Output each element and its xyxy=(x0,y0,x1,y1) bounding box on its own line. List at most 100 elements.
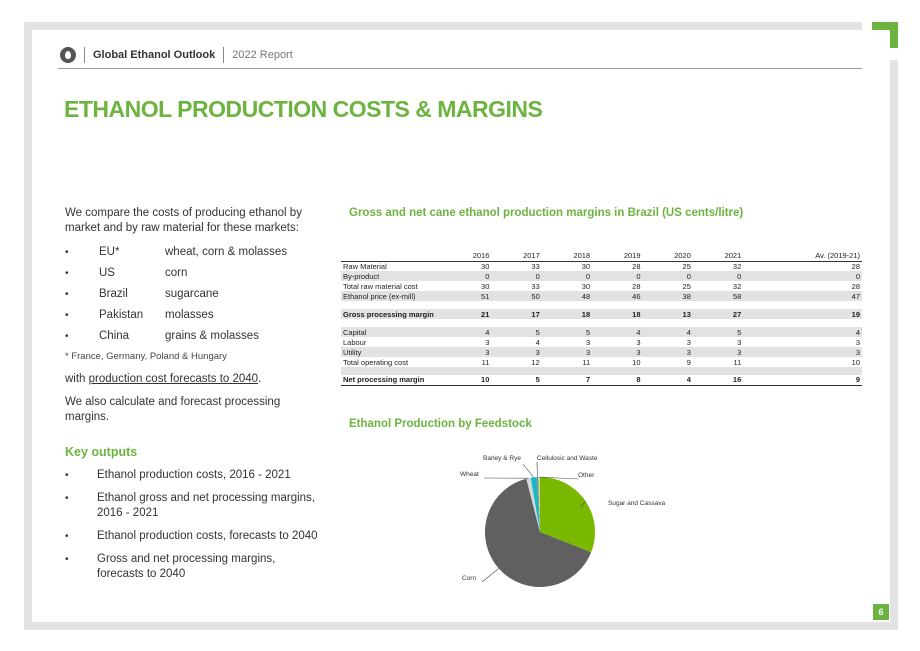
table-cell: 12 xyxy=(531,357,540,367)
table-cell: 3 xyxy=(541,347,593,357)
spacer-cell xyxy=(592,367,643,375)
table-row: Capital 4 5 5 4 4 5 4 xyxy=(341,327,862,337)
spacer-cell xyxy=(441,301,491,309)
table-cell: 51 xyxy=(441,291,492,301)
report-year: 2022 Report xyxy=(232,49,293,61)
row-label: Total raw material cost xyxy=(343,281,418,291)
key-output-text: Gross and net processing margins, foreca… xyxy=(97,553,276,580)
table-cell: 28 xyxy=(851,261,860,271)
table-row: Total raw material cost 30 33 30 28 25 32 28 xyxy=(341,281,862,291)
header-divider xyxy=(84,47,85,63)
key-output-item: • Ethanol gross and net processing margin… xyxy=(65,491,320,521)
market-name: Pakistan xyxy=(99,309,144,321)
table-cell: 48 xyxy=(541,291,593,301)
pie-label: Cellulosic and Waste xyxy=(537,455,598,462)
table-title: Gross and net cane ethanol production ma… xyxy=(349,207,744,219)
table-cell: 4 xyxy=(592,327,643,337)
spacer-cell xyxy=(692,367,744,375)
spacer-cell xyxy=(341,319,441,327)
table-header-row: 2016 2017 2018 2019 2020 2021 Av. (2019-21) xyxy=(341,251,862,262)
table-cell: 11 xyxy=(733,357,742,367)
table-cell: 28 xyxy=(632,281,641,291)
brand-name: Global Ethanol Outlook xyxy=(93,49,216,61)
spacer-cell xyxy=(642,367,693,375)
table-cell: 7 xyxy=(541,375,593,386)
spacer-cell xyxy=(643,301,693,309)
market-name: China xyxy=(99,330,130,342)
table-cell: 16 xyxy=(692,375,744,386)
table-cell: 47 xyxy=(743,291,862,301)
table-cell: 25 xyxy=(682,261,691,271)
table-cell: 3 xyxy=(636,337,641,347)
margins-text: We also calculate and forecast processin… xyxy=(65,396,281,423)
bullet-icon: • xyxy=(65,268,69,279)
table-cell: 30 xyxy=(481,281,490,291)
market-name: US xyxy=(99,267,115,279)
table-cell: 10 xyxy=(441,375,492,386)
row-label: Utility xyxy=(341,347,441,357)
column-header: 2021 xyxy=(692,251,744,262)
pie-label: Other xyxy=(578,472,595,479)
table-cell: 50 xyxy=(491,291,542,301)
table-row: Raw Material 30 33 30 28 25 32 28 xyxy=(341,261,862,271)
pie-label: Barley & Rye xyxy=(483,455,521,462)
table-cell: 0 xyxy=(592,271,643,281)
page-header: Global Ethanol Outlook 2022 Report xyxy=(60,45,293,65)
table-cell: 18 xyxy=(541,309,593,319)
left-column: We compare the costs of producing ethano… xyxy=(65,206,320,582)
key-output-text: Ethanol gross and net processing margins… xyxy=(97,492,315,519)
key-output-item: • Ethanol production costs, forecasts to … xyxy=(65,529,320,544)
forecast-link[interactable]: production cost forecasts to 2040 xyxy=(88,373,259,385)
pie-slice xyxy=(538,477,540,532)
table-cell: 9 xyxy=(743,375,862,386)
forecast-prefix: with xyxy=(65,373,89,385)
pie-label: Corn xyxy=(462,575,476,582)
table-cell: 11 xyxy=(582,357,591,367)
market-list: • EU* wheat, corn & molasses • US corn • Brazil… xyxy=(65,242,320,347)
table-cell: 5 xyxy=(692,327,744,337)
spacer-cell xyxy=(592,319,642,327)
forecast-text: with production cost forecasts to 2040. xyxy=(65,372,320,387)
table-cell: 19 xyxy=(743,309,862,319)
table-cell: 3 xyxy=(441,347,492,357)
key-outputs-title: Key outputs xyxy=(65,445,138,459)
key-output-item: • Gross and net processing margins, forec… xyxy=(65,552,320,582)
spacer-cell xyxy=(693,319,743,327)
table-row: Total operating cost 11 12 11 10 9 11 10 xyxy=(341,357,862,367)
spacer-cell xyxy=(491,319,541,327)
table-cell: 33 xyxy=(531,261,540,271)
market-feedstock: corn xyxy=(165,267,188,279)
table-cell: 0 xyxy=(541,271,593,281)
table-cell: 38 xyxy=(642,291,693,301)
pie-label: Wheat xyxy=(460,471,479,478)
table-cell: 28 xyxy=(632,261,641,271)
table-cell: 3 xyxy=(642,347,693,357)
table-cell: 10 xyxy=(632,357,641,367)
pie-slice xyxy=(526,477,540,532)
footnote: * France, Germany, Poland & Hungary xyxy=(65,351,227,362)
feedstock-pie-chart: Sugar and Cassava Corn Wheat Barley & Rye Ce… xyxy=(460,455,665,587)
leader-line xyxy=(539,476,579,480)
table-cell: 27 xyxy=(692,309,744,319)
table-cell: 25 xyxy=(682,281,691,291)
table-cell: 0 xyxy=(692,271,744,281)
spacer-cell xyxy=(592,301,642,309)
table-cell: 46 xyxy=(592,291,643,301)
drop-logo-icon xyxy=(60,47,76,63)
table-cell: 10 xyxy=(851,357,860,367)
spacer-cell xyxy=(743,319,862,327)
bullet-icon: • xyxy=(65,493,69,504)
spacer-cell xyxy=(542,301,592,309)
spacer-row xyxy=(341,301,862,309)
frame-right xyxy=(890,60,898,630)
table-cell: 3 xyxy=(692,347,744,357)
column-header: 2019 xyxy=(592,251,643,262)
column-header: 2016 xyxy=(441,251,492,262)
pie-slice xyxy=(485,478,592,587)
table-cell: 5 xyxy=(491,327,542,337)
row-label: Total operating cost xyxy=(343,357,409,367)
table-cell: 32 xyxy=(732,261,742,271)
key-outputs-list: • Ethanol production costs, 2016 - 2021 • E… xyxy=(65,468,320,582)
column-header: 2018 xyxy=(541,251,593,262)
table-cell: 0 xyxy=(491,271,542,281)
